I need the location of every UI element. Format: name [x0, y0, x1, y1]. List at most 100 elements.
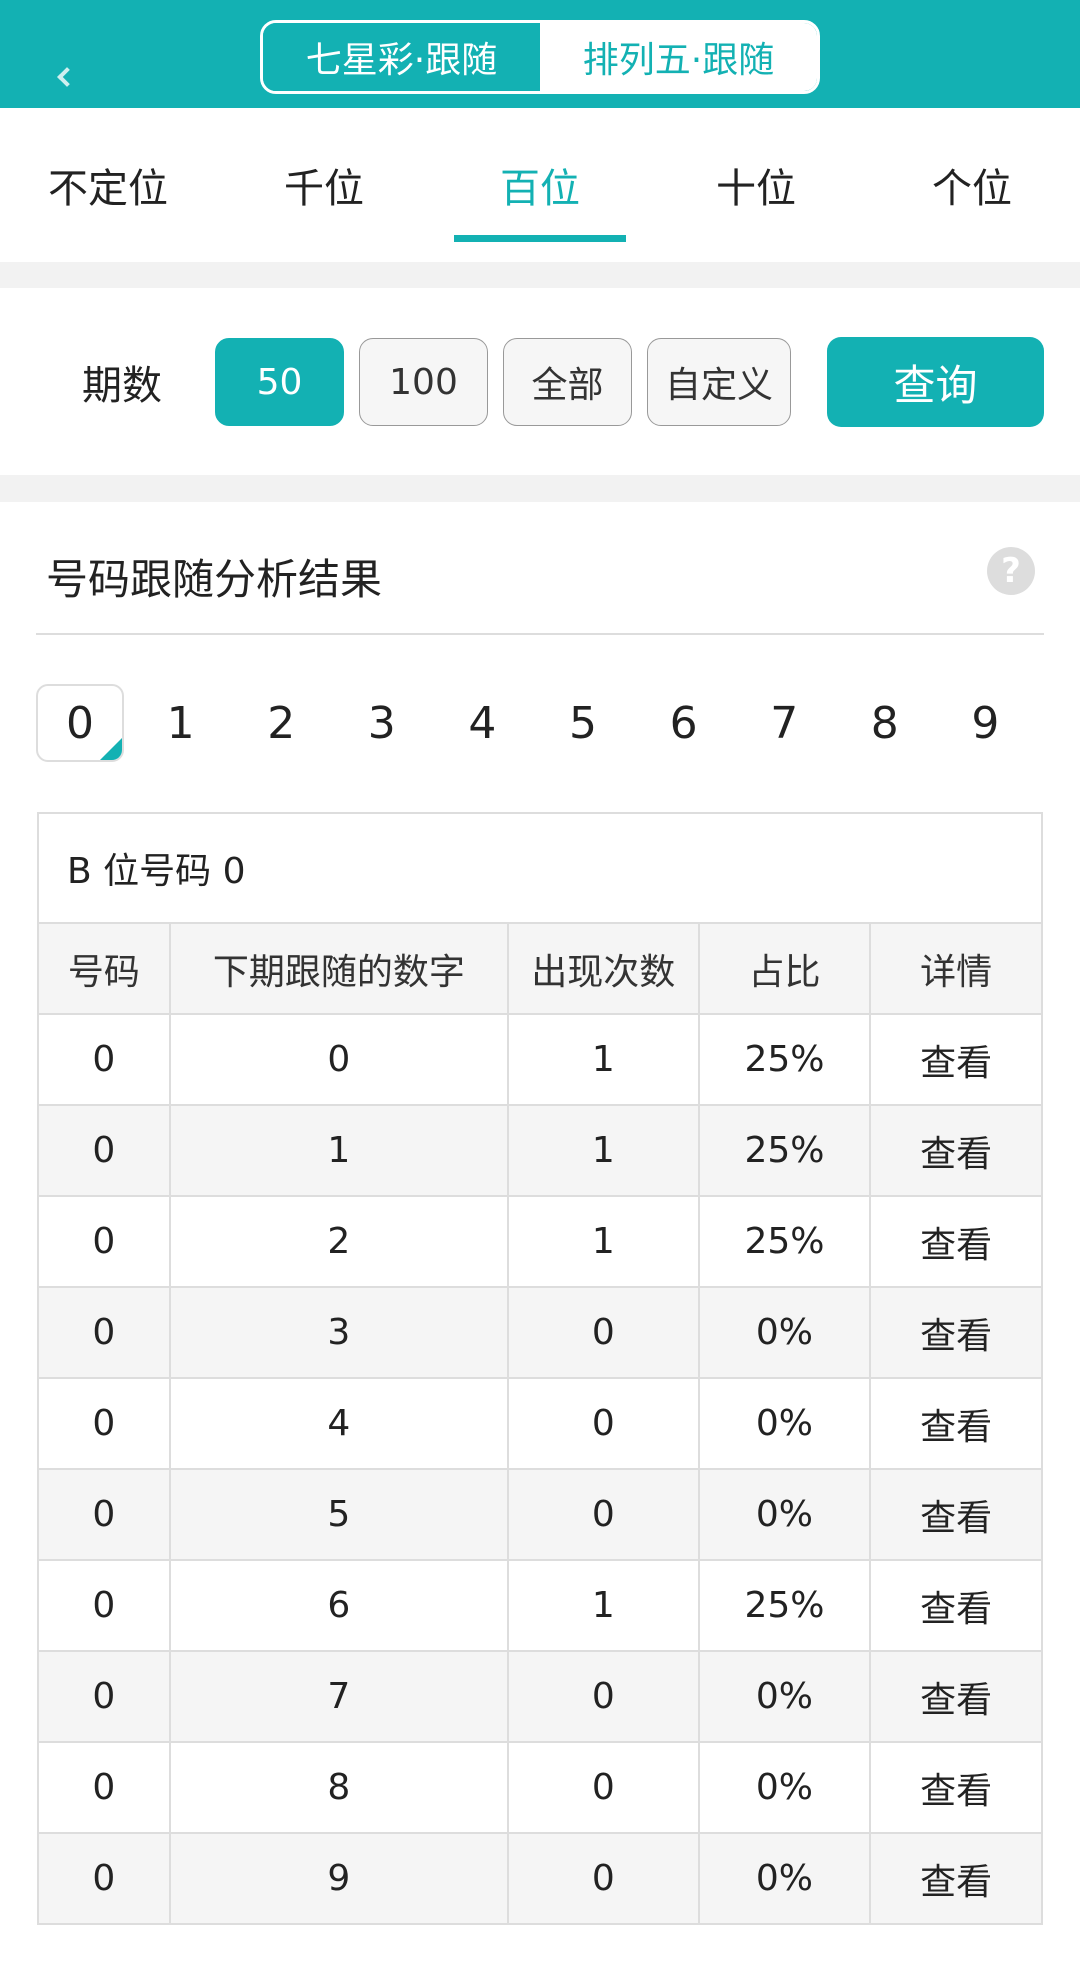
table-row: 0 3 0 0% 查看 [37, 1286, 1043, 1379]
divider [0, 262, 1080, 288]
view-detail-link[interactable]: 查看 [869, 1286, 1043, 1379]
view-detail-link[interactable]: 查看 [869, 1741, 1043, 1834]
table-cell: 0% [697, 1650, 872, 1743]
table-cell: 5 [168, 1468, 509, 1561]
table-cell: 3 [168, 1286, 509, 1379]
table-cell: 25% [697, 1013, 872, 1106]
check-corner-icon [100, 738, 122, 760]
table-cell: 0% [697, 1377, 872, 1470]
divider [0, 475, 1080, 502]
period-custom-button[interactable]: 自定义 [647, 338, 791, 426]
table-row: 0 9 0 0% 查看 [37, 1832, 1043, 1925]
table-cell: 8 [168, 1741, 509, 1834]
table-cell: 0 [168, 1013, 509, 1106]
table-cell: 25% [697, 1195, 872, 1288]
lottery-segmented-control: 七星彩·跟随 排列五·跟随 [260, 20, 820, 94]
table-cell: 0 [37, 1741, 171, 1834]
table-row: 0 0 1 25% 查看 [37, 1013, 1043, 1106]
view-detail-link[interactable]: 查看 [869, 1013, 1043, 1106]
digit-selector: 0 1 2 3 4 5 6 7 8 9 [36, 684, 1044, 762]
table-cell: 0 [37, 1104, 171, 1197]
divider [36, 633, 1044, 635]
position-tabs: 不定位 千位 百位 十位 个位 [0, 108, 1080, 262]
digit-option[interactable]: 3 [338, 684, 426, 762]
column-header: 详情 [869, 922, 1043, 1015]
view-detail-link[interactable]: 查看 [869, 1104, 1043, 1197]
table-row: 0 4 0 0% 查看 [37, 1377, 1043, 1470]
digit-label: 0 [66, 697, 94, 749]
tab-qianwei[interactable]: 千位 [284, 166, 364, 212]
table-cell: 0 [37, 1832, 171, 1925]
table-cell: 1 [506, 1013, 700, 1106]
table-row: 0 5 0 0% 查看 [37, 1468, 1043, 1561]
digit-label: 5 [569, 697, 597, 749]
digit-label: 2 [267, 697, 296, 749]
table-cell: 7 [168, 1650, 509, 1743]
table-cell: 0 [37, 1286, 171, 1379]
digit-option[interactable]: 6 [640, 684, 728, 762]
table-row: 0 1 1 25% 查看 [37, 1104, 1043, 1197]
table-cell: 0 [37, 1468, 171, 1561]
help-icon[interactable]: ? [987, 547, 1035, 595]
column-header: 号码 [37, 922, 171, 1015]
table-cell: 25% [697, 1559, 872, 1652]
table-cell: 4 [168, 1377, 509, 1470]
view-detail-link[interactable]: 查看 [869, 1195, 1043, 1288]
segment-pl5[interactable]: 排列五·跟随 [540, 23, 817, 91]
table-cell: 0 [506, 1468, 700, 1561]
table-cell: 0 [37, 1195, 171, 1288]
digit-label: 4 [468, 697, 497, 749]
view-detail-link[interactable]: 查看 [869, 1650, 1043, 1743]
table-cell: 0% [697, 1741, 872, 1834]
segment-qxc[interactable]: 七星彩·跟随 [263, 23, 540, 91]
tab-baiwei[interactable]: 百位 [432, 108, 648, 262]
table-cell: 0 [37, 1559, 171, 1652]
table-row: 0 7 0 0% 查看 [37, 1650, 1043, 1743]
digit-option[interactable]: 1 [137, 684, 225, 762]
table-cell: 0% [697, 1468, 872, 1561]
period-50-button[interactable]: 50 [215, 338, 344, 426]
table-cell: 1 [168, 1104, 509, 1197]
view-detail-link[interactable]: 查看 [869, 1832, 1043, 1925]
table-cell: 2 [168, 1195, 509, 1288]
tab-shiwei[interactable]: 十位 [716, 166, 796, 212]
digit-label: 1 [166, 697, 195, 749]
view-detail-link[interactable]: 查看 [869, 1559, 1043, 1652]
table-cell: 9 [168, 1832, 509, 1925]
follow-table: B 位号码 0 号码 下期跟随的数字 出现次数 占比 详情 0 0 1 25% 查看 0 1 1 25%… [37, 812, 1043, 1925]
period-100-button[interactable]: 100 [359, 338, 488, 426]
back-icon[interactable] [57, 67, 77, 87]
table-row: 0 6 1 25% 查看 [37, 1559, 1043, 1652]
table-caption: B 位号码 0 [37, 812, 1043, 924]
digit-option[interactable]: 8 [841, 684, 929, 762]
column-header: 占比 [697, 922, 872, 1015]
tab-gewei[interactable]: 个位 [932, 166, 1012, 212]
table-cell: 1 [506, 1104, 700, 1197]
digit-option[interactable]: 0 [36, 684, 124, 762]
view-detail-link[interactable]: 查看 [869, 1377, 1043, 1470]
digit-option[interactable]: 5 [539, 684, 627, 762]
column-header: 下期跟随的数字 [168, 922, 509, 1015]
digit-option[interactable]: 4 [438, 684, 526, 762]
view-detail-link[interactable]: 查看 [869, 1468, 1043, 1561]
digit-label: 8 [870, 697, 899, 749]
table-cell: 6 [168, 1559, 509, 1652]
column-header: 出现次数 [506, 922, 700, 1015]
period-all-button[interactable]: 全部 [503, 338, 632, 426]
tab-budingwei[interactable]: 不定位 [48, 166, 168, 212]
table-cell: 0% [697, 1286, 872, 1379]
table-cell: 0 [506, 1832, 700, 1925]
digit-option[interactable]: 2 [237, 684, 325, 762]
digit-label: 7 [770, 697, 799, 749]
table-row: 0 8 0 0% 查看 [37, 1741, 1043, 1834]
table-cell: 25% [697, 1104, 872, 1197]
table-cell: 0 [506, 1286, 700, 1379]
digit-option[interactable]: 7 [740, 684, 828, 762]
digit-option[interactable]: 9 [941, 684, 1029, 762]
digit-label: 6 [669, 697, 698, 749]
table-cell: 1 [506, 1195, 700, 1288]
table-cell: 0 [37, 1650, 171, 1743]
digit-label: 9 [971, 697, 1000, 749]
table-row: 0 2 1 25% 查看 [37, 1195, 1043, 1288]
query-button[interactable]: 查询 [827, 337, 1044, 427]
